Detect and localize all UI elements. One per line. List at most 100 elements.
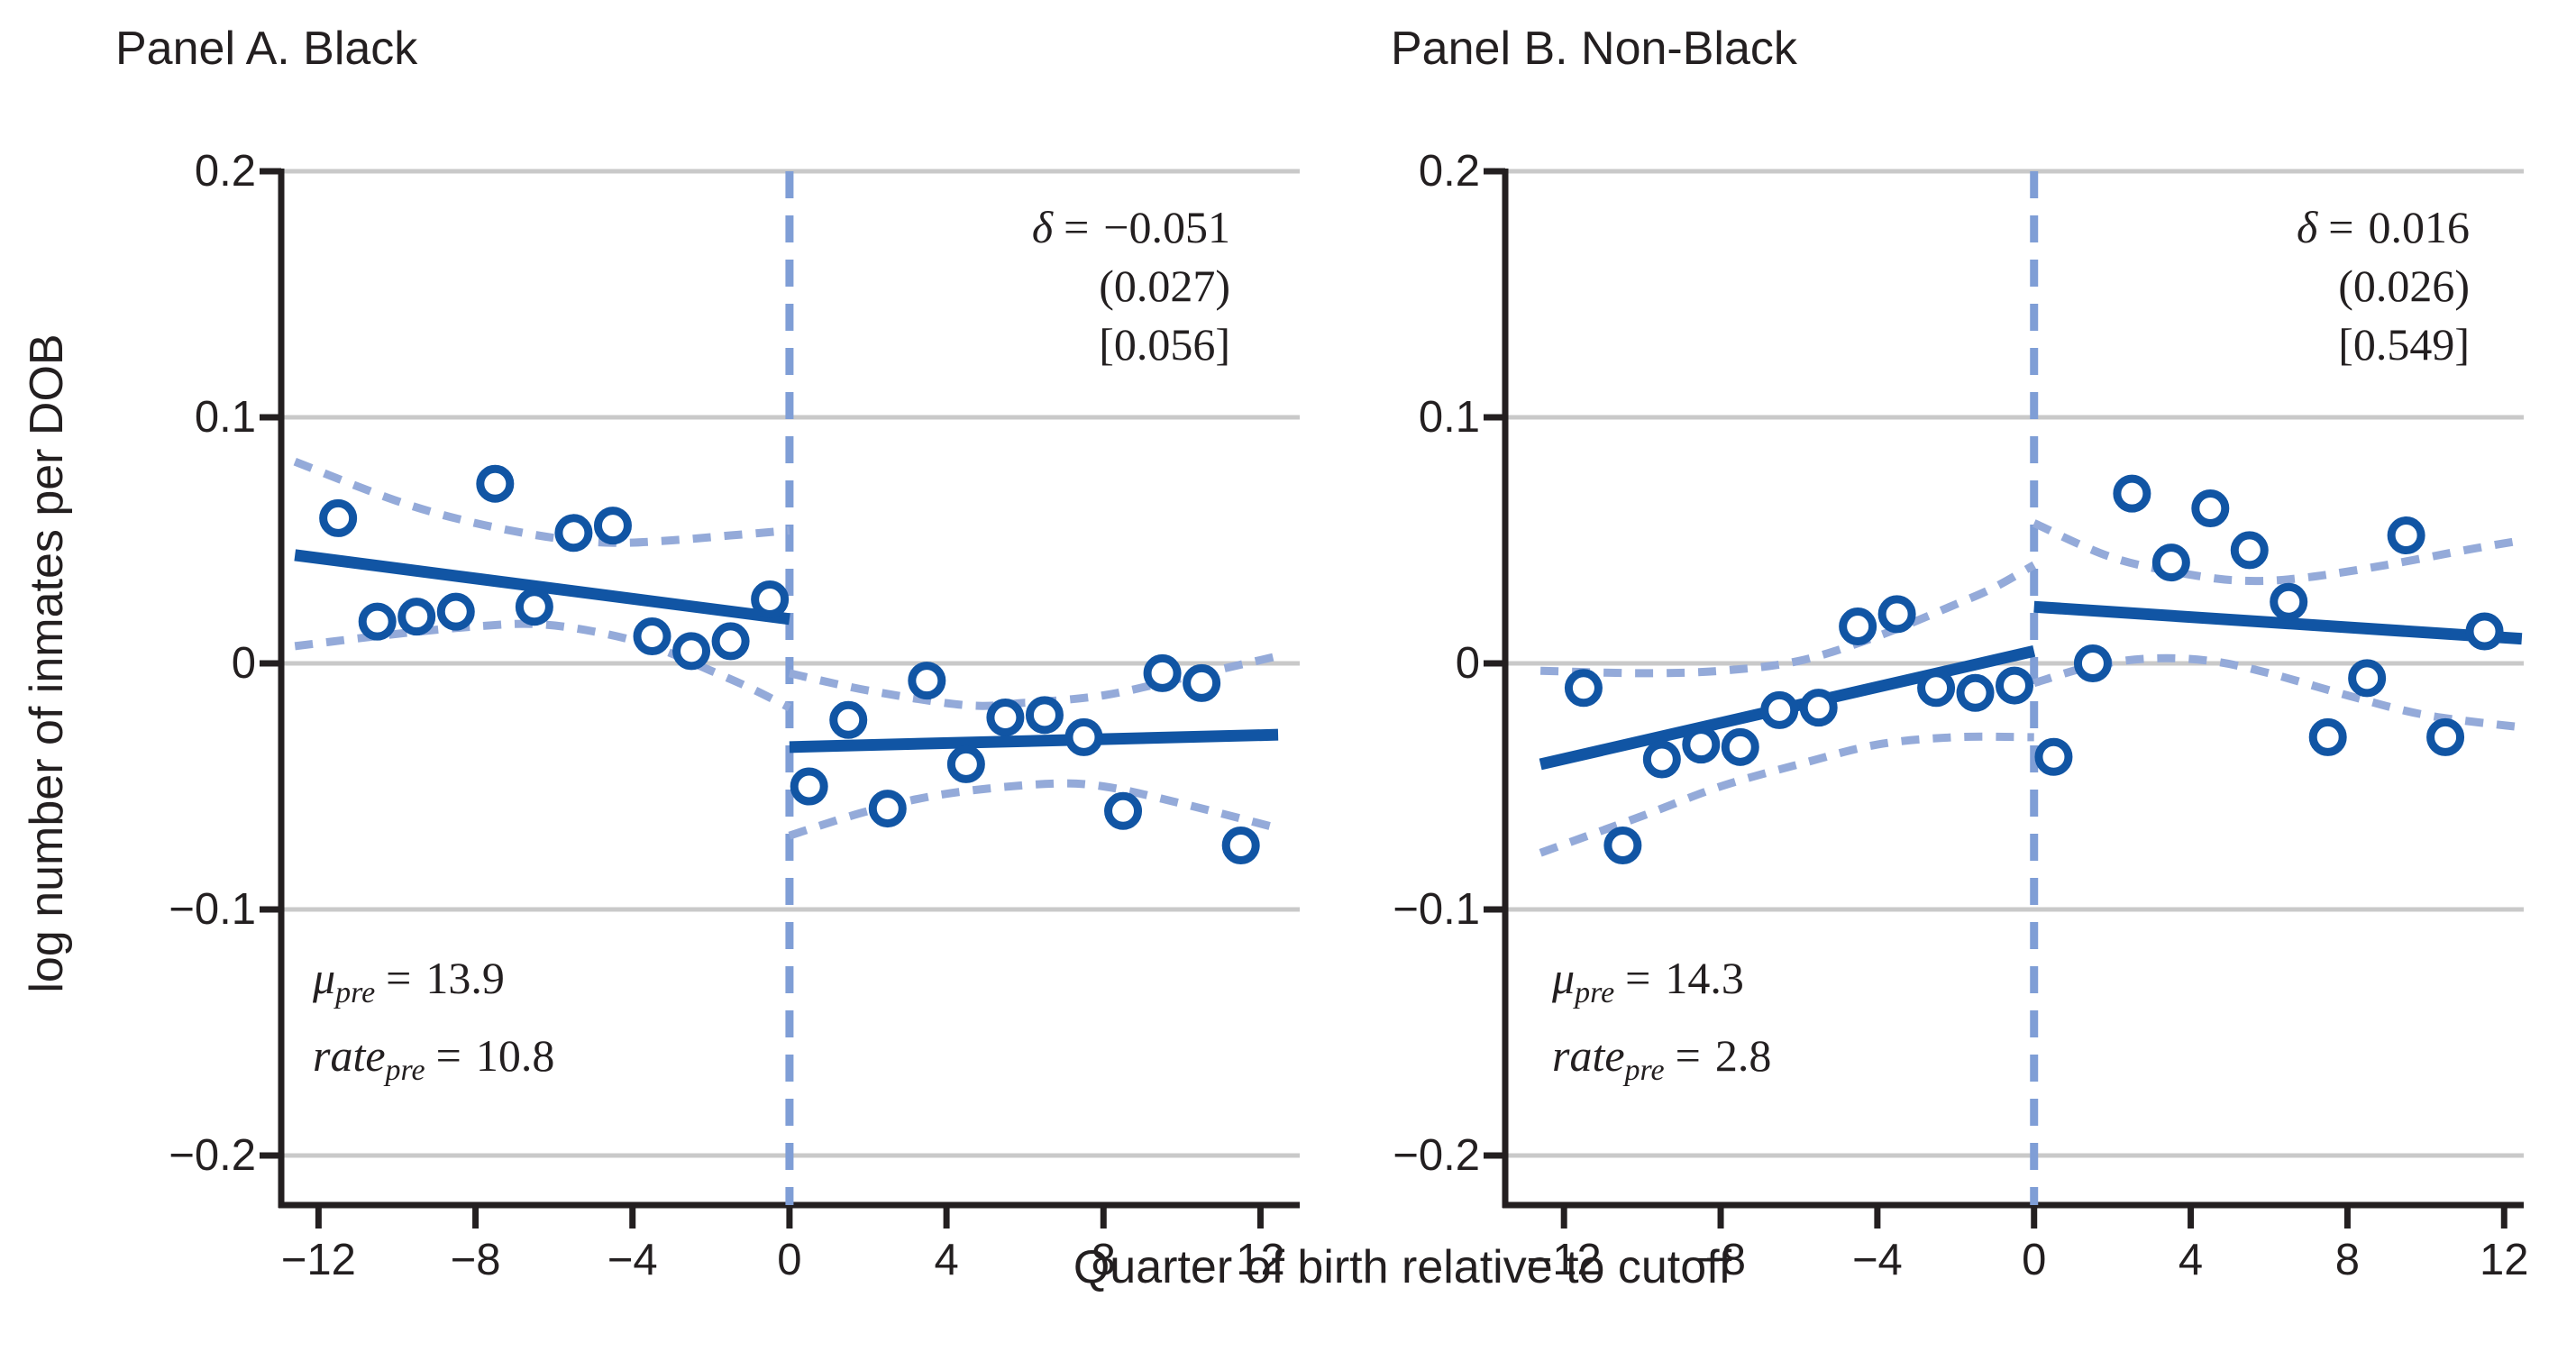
- data-point-post: [2465, 612, 2504, 651]
- data-point-post: [946, 744, 985, 783]
- delta-symbol: δ: [2297, 202, 2318, 252]
- data-point-pre: [397, 598, 436, 636]
- delta-symbol: δ: [1031, 202, 1054, 252]
- rate-symbol: rate: [313, 1030, 386, 1081]
- data-point-pre: [751, 580, 790, 619]
- x-tick-label-b-4: 4: [2178, 1236, 2204, 1284]
- data-point-post: [908, 662, 946, 700]
- x-tick-label-a-3: 0: [777, 1236, 802, 1284]
- mu-symbol: μ: [313, 953, 336, 1003]
- data-point-post: [2387, 516, 2425, 555]
- fit-line-post: [2033, 600, 2523, 645]
- data-point-pre: [1996, 666, 2033, 705]
- y-axis-title: log number of inmates per DOB: [21, 333, 73, 993]
- data-point-post: [2270, 582, 2308, 621]
- x-tick-label-b-3: 0: [2022, 1236, 2047, 1284]
- panel-a-pval-line: [0.056]: [1099, 319, 1230, 370]
- data-point-post: [2348, 659, 2387, 698]
- data-point-pre: [1721, 727, 1759, 766]
- mu-eq: =: [1625, 953, 1651, 1003]
- data-point-pre: [515, 588, 553, 626]
- data-point-pre: [1642, 740, 1681, 779]
- x-tick-label-a-4: 4: [934, 1236, 959, 1284]
- ci-band-post-upper: [788, 652, 1280, 710]
- mu-symbol: μ: [1552, 953, 1576, 1003]
- x-tick-label-b-6: 12: [2480, 1236, 2529, 1284]
- mu-eq: =: [386, 953, 412, 1003]
- data-point-pre: [1839, 607, 1877, 646]
- x-tick-label-b-0: −12: [1526, 1236, 1602, 1284]
- y-tick-label-a-1: 0.1: [194, 393, 256, 442]
- data-point-post: [829, 700, 868, 739]
- data-point-pre: [672, 632, 711, 671]
- x-tick-label-a-0: −12: [280, 1236, 356, 1284]
- data-point-pre: [1799, 689, 1838, 727]
- data-point-pre: [633, 617, 671, 655]
- ci-band-pre-lower: [1539, 732, 2034, 857]
- x-tick-label-a-2: −4: [607, 1236, 658, 1284]
- data-point-post: [2113, 474, 2151, 513]
- data-point-pre: [1760, 690, 1799, 729]
- data-point-pre: [319, 498, 358, 537]
- data-point-pre: [476, 464, 515, 503]
- mu-value: 14.3: [1665, 953, 1744, 1003]
- y-tick-label-b-0: 0.2: [1418, 147, 1480, 196]
- data-point-post: [2230, 531, 2269, 570]
- panel-a-se-line: (0.027): [1099, 260, 1230, 311]
- rate-eq: =: [435, 1030, 461, 1081]
- delta-eq: =: [1064, 202, 1090, 252]
- mu-value: 13.9: [425, 953, 505, 1003]
- data-point-post: [1221, 827, 1260, 865]
- panel-b-title: Panel B. Non-Black: [1391, 23, 1797, 75]
- data-point-post: [2308, 717, 2347, 756]
- mu-subscript: pre: [335, 976, 376, 1009]
- delta-value: −0.051: [1103, 202, 1230, 252]
- x-tick-label-a-1: −8: [450, 1236, 501, 1284]
- rate-eq: =: [1675, 1030, 1701, 1081]
- panel-b-pval-line: [0.549]: [2338, 319, 2470, 370]
- ci-band-pre-upper: [1540, 561, 2036, 678]
- panel-b-rate-pre: ratepre = 2.8: [1552, 1029, 1771, 1088]
- rate-symbol: rate: [1552, 1030, 1625, 1081]
- data-point-pre: [1877, 595, 1916, 634]
- data-point-post: [2151, 543, 2190, 582]
- y-tick-label-a-0: 0.2: [194, 147, 256, 196]
- panel-b-group: [1484, 168, 2524, 1229]
- x-axis-title: Quarter of birth relative to cutoff: [1073, 1241, 1732, 1293]
- delta-value: 0.016: [2368, 202, 2471, 252]
- data-point-post: [2191, 489, 2230, 528]
- data-point-pre: [436, 592, 475, 631]
- data-point-pre: [1956, 673, 1995, 712]
- x-tick-label-b-1: −8: [1695, 1236, 1746, 1284]
- y-tick-label-a-2: 0: [231, 639, 256, 688]
- y-tick-label-b-3: −0.1: [1393, 885, 1480, 934]
- y-tick-label-a-4: −0.2: [169, 1131, 256, 1180]
- data-point-post: [986, 699, 1025, 737]
- panel-b-se-line: (0.026): [2338, 260, 2470, 311]
- data-point-pre: [1917, 669, 1956, 708]
- data-point-post: [2034, 737, 2073, 776]
- data-point-pre: [358, 602, 397, 641]
- panel-a-delta-line: δ = −0.051: [1032, 198, 1230, 257]
- data-point-pre: [1564, 669, 1603, 708]
- data-point-post: [790, 767, 828, 806]
- rate-value: 10.8: [475, 1030, 555, 1081]
- data-point-pre: [593, 507, 632, 545]
- panel-a-group: [260, 168, 1300, 1229]
- y-tick-label-b-1: 0.1: [1418, 393, 1480, 442]
- panel-b-delta-line: δ = 0.016: [2297, 198, 2470, 257]
- ci-band-post-lower: [788, 779, 1280, 840]
- data-point-post: [1143, 653, 1182, 692]
- x-tick-label-b-5: 8: [2334, 1236, 2361, 1284]
- delta-eq: =: [2328, 202, 2354, 252]
- data-point-pre: [1682, 726, 1721, 764]
- panel-a-title: Panel A. Black: [115, 23, 418, 75]
- panel-a-rate-pre: ratepre = 10.8: [313, 1029, 554, 1088]
- data-point-post: [2073, 644, 2112, 682]
- y-tick-label-a-3: −0.1: [169, 885, 256, 934]
- x-tick-label-b-2: −4: [1851, 1236, 1903, 1284]
- fit-line-pre: [294, 549, 790, 626]
- y-tick-label-b-2: 0: [1455, 639, 1480, 688]
